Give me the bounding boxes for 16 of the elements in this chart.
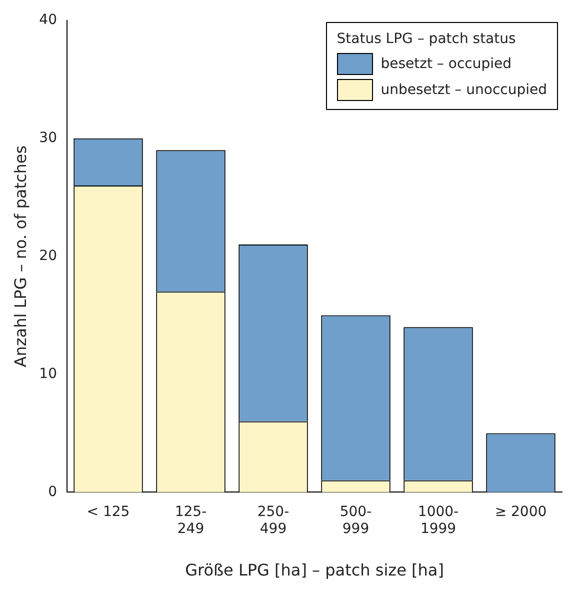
- legend-title: Status LPG – patch status: [336, 31, 517, 47]
- y-tick-label: 10: [39, 366, 58, 382]
- y-tick-label: 20: [39, 248, 58, 264]
- y-axis-title: Anzahl LPG – no. of patches: [10, 145, 30, 368]
- x-tick-label: ≥ 2000: [494, 504, 547, 520]
- x-tick-label: 125-249: [174, 504, 207, 538]
- x-tick-label: 1000-1999: [418, 504, 459, 538]
- legend-label: unbesetzt – unoccupied: [380, 82, 547, 98]
- legend-label: besetzt – occupied: [380, 56, 512, 72]
- y-tick-label: 30: [39, 130, 58, 146]
- y-tick-label: 40: [39, 12, 58, 28]
- x-tick-label: 250-499: [257, 504, 290, 538]
- x-axis-title: Größe LPG [ha] – patch size [ha]: [185, 560, 444, 580]
- x-tick-label: < 125: [86, 504, 130, 520]
- y-tick-label: 0: [48, 484, 58, 500]
- x-tick-label: 500-999: [340, 504, 372, 538]
